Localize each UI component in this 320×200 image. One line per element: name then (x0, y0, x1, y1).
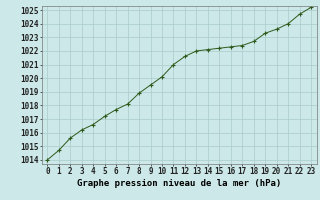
X-axis label: Graphe pression niveau de la mer (hPa): Graphe pression niveau de la mer (hPa) (77, 179, 281, 188)
